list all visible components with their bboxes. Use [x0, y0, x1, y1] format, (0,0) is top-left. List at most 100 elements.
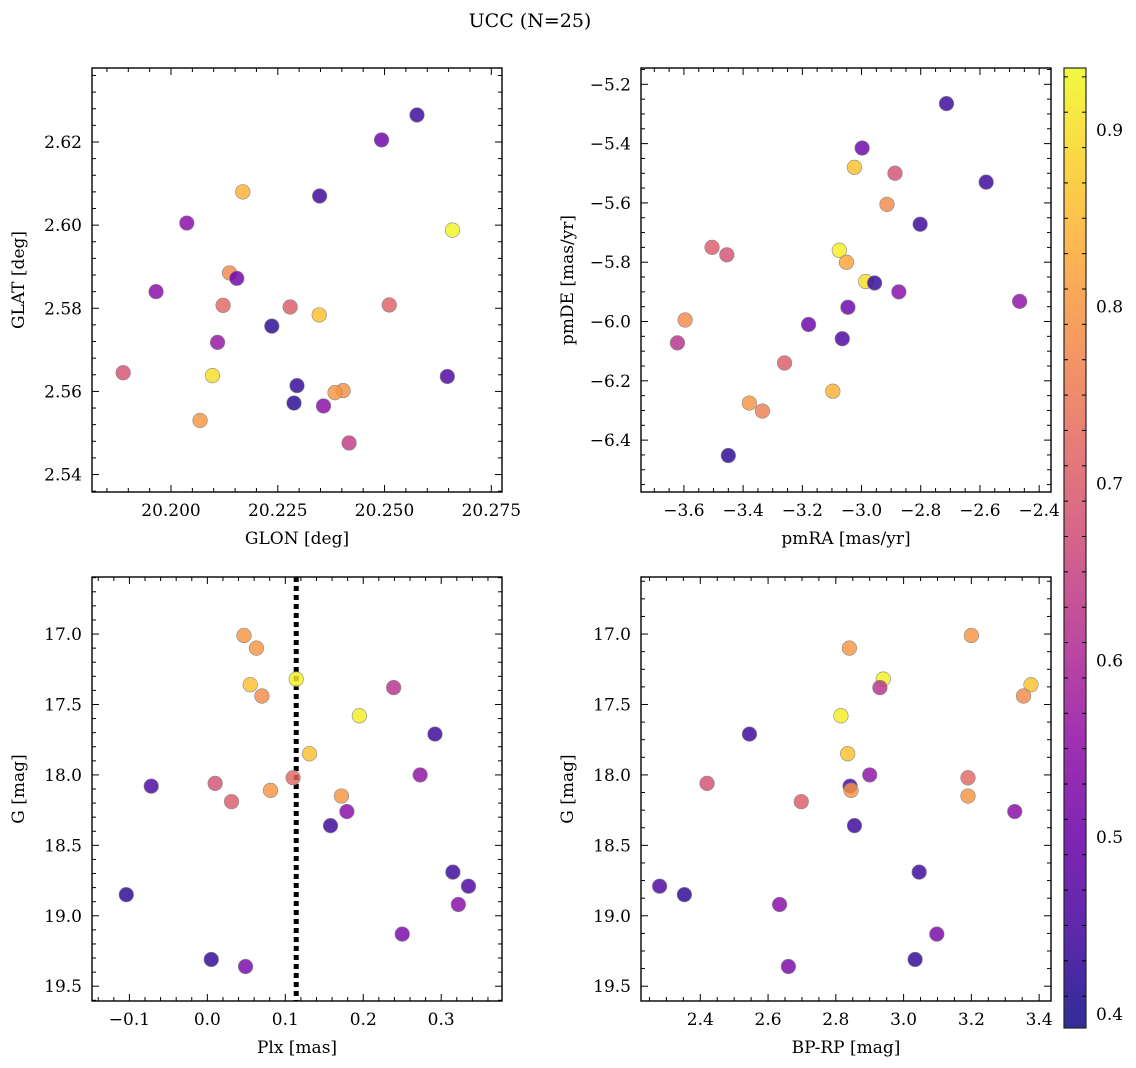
scatter-point	[215, 297, 231, 313]
scatter-point	[237, 958, 254, 975]
x-axis-label: BP-RP [mag]	[792, 1038, 901, 1058]
scatter-point	[311, 307, 327, 323]
x-tick-label: 2.4	[687, 1010, 714, 1030]
scatter-point	[1012, 293, 1028, 309]
scatter-point	[843, 782, 859, 799]
scatter-point	[699, 775, 715, 791]
y-tick-label: 17.5	[593, 695, 631, 715]
x-tick-label: −2.8	[900, 501, 941, 521]
x-tick-label: −2.4	[1019, 501, 1060, 521]
scatter-point	[288, 671, 304, 687]
x-tick-label: 20.250	[355, 501, 414, 521]
y-tick-label: −5.8	[590, 253, 631, 273]
x-tick-label: −2.6	[959, 501, 1000, 521]
scatter-point	[381, 297, 397, 313]
axes-frame	[640, 576, 1052, 1002]
scatter-point	[236, 627, 252, 644]
scatter-point	[833, 708, 849, 724]
axes-frame	[640, 67, 1052, 493]
scatter-point	[286, 395, 302, 411]
scatter-points	[115, 107, 461, 451]
y-tick-label: 2.54	[44, 466, 82, 486]
y-axis-label: G [mag]	[9, 754, 29, 823]
scatter-point	[929, 926, 945, 942]
axis-ticks	[92, 68, 502, 492]
y-tick-label: 2.58	[44, 299, 82, 319]
colorbar-tick-label: 0.8	[1096, 298, 1123, 318]
axes-frame	[91, 67, 503, 493]
x-tick-label: 0.1	[272, 1010, 299, 1030]
scatter-point	[209, 334, 226, 350]
scatter-point	[115, 365, 131, 381]
x-tick-label: 0.2	[350, 1010, 377, 1030]
x-tick-label: 2.6	[755, 1010, 782, 1030]
scatter-point	[254, 688, 270, 704]
y-tick-label: 19.5	[44, 977, 82, 997]
colorbar-tick-label: 0.9	[1096, 121, 1123, 141]
y-tick-label: 18.0	[44, 766, 82, 786]
scatter-point	[793, 794, 809, 810]
x-axis-label: Plx [mas]	[257, 1038, 337, 1058]
y-tick-label: 18.5	[593, 836, 631, 856]
scatter-point	[1023, 677, 1039, 693]
scatter-points	[669, 95, 1028, 464]
scatter-point	[911, 864, 927, 880]
scatter-point	[841, 640, 857, 656]
y-tick-label: −6.0	[590, 313, 631, 333]
x-axis-label: GLON [deg]	[245, 529, 349, 549]
scatter-point	[912, 216, 928, 232]
scatter-point	[834, 331, 850, 347]
scatter-point	[229, 270, 245, 286]
scatter-point	[315, 398, 332, 414]
x-tick-label: −3.4	[722, 501, 763, 521]
bprp-g-panel: 2.4 2.6 2.8 3.0 3.2 3.4 17.0 17.5 18.0 18.5 19.0 19…	[558, 576, 1053, 1058]
scatter-point	[677, 312, 693, 328]
scatter-point	[960, 788, 976, 804]
y-tick-label: −6.4	[590, 431, 631, 451]
y-tick-label: 19.5	[593, 977, 631, 997]
x-tick-label: −3.2	[782, 501, 823, 521]
y-tick-label: 2.62	[44, 133, 82, 153]
y-tick-label: 2.56	[44, 382, 82, 402]
scatter-point	[301, 746, 318, 762]
scatter-point	[312, 188, 328, 204]
scatter-point	[1015, 688, 1032, 704]
y-tick-label: 17.0	[44, 625, 82, 645]
scatter-point	[412, 767, 428, 783]
x-tick-label: 3.0	[890, 1010, 917, 1030]
scatter-point	[341, 435, 357, 451]
y-tick-label: 18.0	[593, 766, 631, 786]
scatter-point	[887, 165, 903, 181]
y-tick-label: −5.2	[590, 75, 631, 95]
scatter-point	[339, 803, 355, 820]
scatter-point	[831, 242, 847, 258]
scatter-point	[264, 318, 280, 334]
scatter-point	[846, 159, 863, 175]
scatter-point	[373, 132, 390, 148]
scatter-point	[445, 864, 461, 880]
x-tick-label: 20.225	[248, 501, 307, 521]
axis-ticks	[641, 68, 1051, 492]
plx-g-panel: −0.1 0.0 0.1 0.2 0.3 17.0 17.5 18.0 18.5 19.0 19.5…	[9, 576, 503, 1058]
x-tick-label: 3.2	[958, 1010, 985, 1030]
scatter-point	[235, 184, 251, 200]
scatter-point	[704, 239, 720, 255]
colorbar: 0.4 0.5 0.6 0.7 0.8 0.9	[1063, 67, 1123, 1029]
y-tick-label: 17.0	[593, 625, 631, 645]
scatter-point	[394, 926, 410, 942]
scatter-point	[439, 368, 455, 385]
scatter-point	[741, 395, 757, 411]
colorbar-gradient	[1063, 67, 1087, 1029]
y-axis-label: G [mag]	[558, 754, 578, 823]
scatter-points	[652, 627, 1039, 975]
scatter-point	[351, 708, 367, 724]
scatter-point	[978, 174, 994, 190]
scatter-point	[676, 887, 692, 903]
scatter-point	[450, 896, 466, 913]
scatter-point	[148, 284, 164, 300]
scatter-point	[780, 958, 796, 975]
scatter-points	[118, 627, 477, 975]
scatter-point	[854, 140, 870, 156]
scatter-point	[862, 767, 878, 783]
scatter-point	[938, 95, 955, 112]
